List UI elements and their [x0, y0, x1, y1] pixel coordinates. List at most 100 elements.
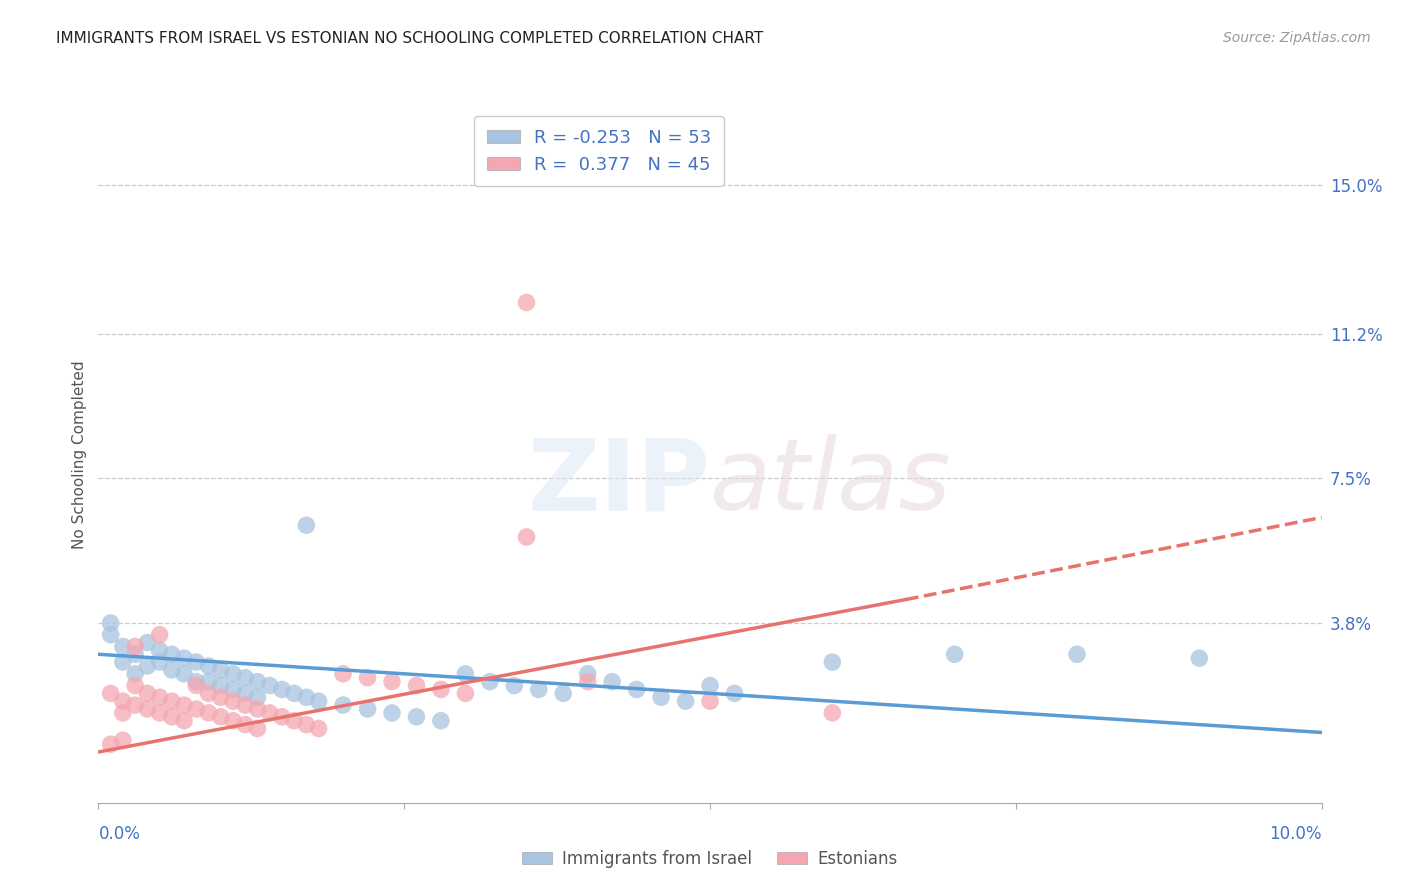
Point: [405, 710, 427, 724]
Point: [209, 710, 232, 724]
Text: 0.0%: 0.0%: [98, 825, 141, 843]
Point: [246, 722, 269, 736]
Point: [295, 717, 318, 731]
Point: [160, 710, 183, 724]
Point: [626, 682, 648, 697]
Point: [186, 702, 208, 716]
Point: [111, 733, 134, 747]
Point: [222, 666, 245, 681]
Point: [405, 679, 427, 693]
Point: [136, 686, 159, 700]
Point: [283, 714, 305, 728]
Point: [454, 686, 477, 700]
Point: [136, 659, 159, 673]
Point: [1066, 647, 1088, 661]
Text: 10.0%: 10.0%: [1270, 825, 1322, 843]
Point: [259, 679, 281, 693]
Point: [100, 686, 122, 700]
Point: [222, 714, 245, 728]
Point: [100, 628, 122, 642]
Text: Source: ZipAtlas.com: Source: ZipAtlas.com: [1223, 31, 1371, 45]
Point: [454, 666, 477, 681]
Point: [259, 706, 281, 720]
Point: [233, 717, 256, 731]
Point: [197, 706, 219, 720]
Point: [356, 671, 378, 685]
Text: IMMIGRANTS FROM ISRAEL VS ESTONIAN NO SCHOOLING COMPLETED CORRELATION CHART: IMMIGRANTS FROM ISRAEL VS ESTONIAN NO SC…: [56, 31, 763, 46]
Point: [160, 663, 183, 677]
Point: [124, 640, 146, 654]
Point: [1188, 651, 1211, 665]
Point: [173, 698, 195, 712]
Point: [186, 679, 208, 693]
Point: [100, 737, 122, 751]
Point: [197, 659, 219, 673]
Point: [160, 694, 183, 708]
Point: [173, 651, 195, 665]
Point: [173, 714, 195, 728]
Point: [197, 686, 219, 700]
Text: ZIP: ZIP: [527, 434, 710, 532]
Point: [356, 702, 378, 716]
Point: [675, 694, 697, 708]
Point: [160, 647, 183, 661]
Point: [723, 686, 745, 700]
Point: [430, 714, 453, 728]
Point: [233, 686, 256, 700]
Point: [430, 682, 453, 697]
Point: [197, 674, 219, 689]
Point: [308, 722, 330, 736]
Point: [124, 666, 146, 681]
Point: [233, 671, 256, 685]
Point: [124, 698, 146, 712]
Point: [478, 674, 501, 689]
Y-axis label: No Schooling Completed: No Schooling Completed: [72, 360, 87, 549]
Point: [699, 694, 721, 708]
Point: [332, 666, 354, 681]
Point: [149, 655, 172, 669]
Point: [124, 647, 146, 661]
Point: [149, 690, 172, 705]
Point: [246, 702, 269, 716]
Point: [222, 682, 245, 697]
Point: [295, 690, 318, 705]
Point: [600, 674, 623, 689]
Point: [821, 706, 844, 720]
Point: [136, 702, 159, 716]
Point: [149, 643, 172, 657]
Point: [149, 706, 172, 720]
Point: [516, 530, 538, 544]
Point: [136, 635, 159, 649]
Point: [516, 295, 538, 310]
Point: [209, 690, 232, 705]
Point: [100, 615, 122, 630]
Point: [149, 628, 172, 642]
Point: [222, 694, 245, 708]
Point: [308, 694, 330, 708]
Legend: Immigrants from Israel, Estonians: Immigrants from Israel, Estonians: [516, 843, 904, 874]
Point: [821, 655, 844, 669]
Point: [186, 674, 208, 689]
Point: [124, 679, 146, 693]
Point: [111, 640, 134, 654]
Point: [503, 679, 526, 693]
Point: [699, 679, 721, 693]
Point: [209, 679, 232, 693]
Point: [295, 518, 318, 533]
Point: [270, 682, 292, 697]
Point: [381, 674, 404, 689]
Point: [650, 690, 672, 705]
Point: [270, 710, 292, 724]
Point: [283, 686, 305, 700]
Point: [111, 706, 134, 720]
Text: atlas: atlas: [710, 434, 952, 532]
Point: [943, 647, 966, 661]
Point: [576, 674, 599, 689]
Point: [553, 686, 575, 700]
Point: [111, 655, 134, 669]
Point: [527, 682, 550, 697]
Point: [111, 694, 134, 708]
Point: [246, 674, 269, 689]
Point: [233, 698, 256, 712]
Point: [576, 666, 599, 681]
